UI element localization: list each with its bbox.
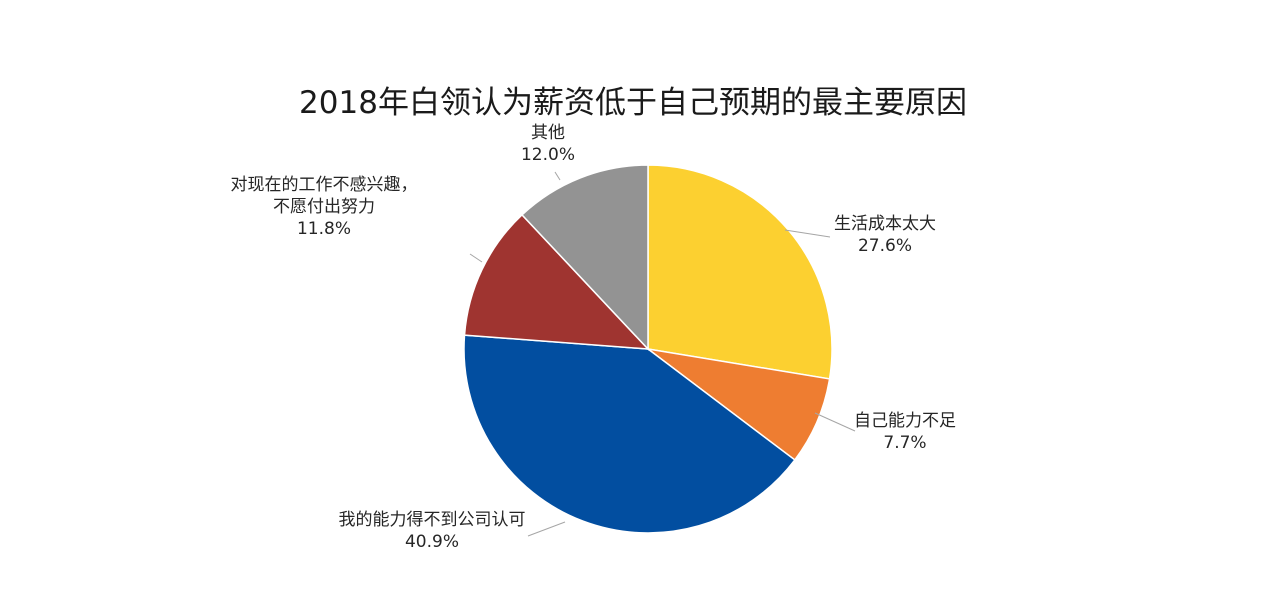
pie-slices: [463, 164, 833, 534]
slice-name-0-0: 生活成本太大: [834, 214, 936, 234]
slice-label-0: 生活成本太大 27.6%: [834, 214, 936, 256]
pie-slice-0: [647, 164, 833, 380]
slice-value-1: 7.7%: [883, 433, 926, 453]
leader-line-0: [784, 229, 831, 238]
pie-slice-4: [520, 164, 649, 351]
slice-name-2-0: 我的能力得不到公司认可: [339, 510, 526, 530]
slice-label-4: 其他 12.0%: [521, 123, 575, 165]
slice-value-0: 27.6%: [858, 236, 912, 256]
slice-name-1-0: 自己能力不足: [854, 411, 956, 431]
pie-slice-3: [463, 213, 650, 350]
leader-lines: [469, 171, 856, 537]
slice-name-3-1: 不愿付出努力: [273, 197, 375, 217]
slice-label-3: 对现在的工作不感兴趣，不愿付出努力 11.8%: [231, 175, 418, 239]
leader-line-4: [554, 171, 561, 181]
slice-value-3: 11.8%: [297, 219, 351, 239]
pie-slice-2: [463, 334, 796, 534]
leader-line-3: [469, 253, 483, 263]
slice-name-4-0: 其他: [531, 123, 565, 143]
slice-value-2: 40.9%: [405, 532, 459, 552]
slice-value-4: 12.0%: [521, 145, 575, 165]
chart-title: 2018年白领认为薪资低于自己预期的最主要原因: [299, 85, 967, 121]
slice-name-3-0: 对现在的工作不感兴趣，: [231, 175, 418, 195]
leader-line-1: [814, 412, 856, 432]
leader-line-2: [527, 521, 566, 537]
slice-label-2: 我的能力得不到公司认可 40.9%: [339, 510, 526, 552]
slice-labels: 生活成本太大 27.6% 自己能力不足 7.7% 我的能力得不到公司认可 40.9% 对现在…: [231, 123, 957, 552]
slice-label-1: 自己能力不足 7.7%: [854, 411, 956, 453]
